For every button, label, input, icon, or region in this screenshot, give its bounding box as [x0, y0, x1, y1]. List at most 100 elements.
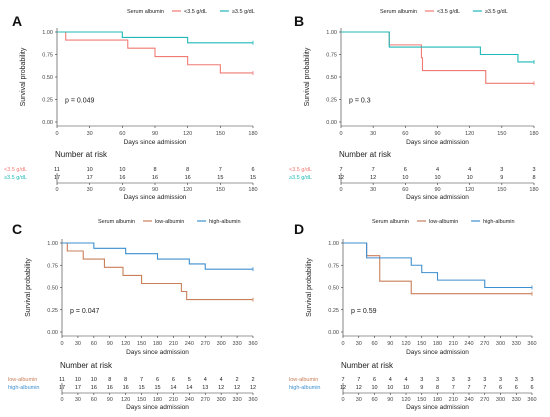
risk-count: 3: [500, 167, 503, 173]
risk-row-label: high-albumin: [8, 385, 40, 391]
risk-count: 16: [185, 175, 191, 181]
x-tick-label: 30: [356, 341, 362, 347]
x-tick-label: 150: [417, 341, 426, 347]
x-tick-label: 300: [217, 341, 226, 347]
risk-table-title: Number at risk: [341, 361, 394, 370]
legend-entry: low-albumin: [155, 219, 184, 225]
risk-x-tick-label: 30: [356, 397, 362, 403]
risk-x-tick-label: 30: [87, 187, 93, 193]
risk-count: 10: [403, 385, 409, 391]
risk-x-tick-label: 0: [60, 397, 63, 403]
risk-row-label: low-albumin: [289, 377, 318, 383]
x-tick-label: 360: [248, 341, 257, 347]
risk-x-tick-label: 90: [107, 397, 113, 403]
survival-curve-low: [343, 242, 532, 295]
panel-label: C: [12, 221, 22, 237]
y-tick-label: 0.00: [328, 330, 339, 336]
risk-count: 3: [532, 167, 535, 173]
risk-count: 3: [483, 377, 486, 383]
risk-x-tick-label: 180: [529, 187, 538, 193]
risk-count: 8: [532, 175, 535, 181]
x-tick-label: 180: [248, 131, 257, 137]
x-axis-label: Days since admission: [126, 349, 189, 356]
survival-curve-high: [57, 31, 253, 44]
x-tick-label: 120: [401, 341, 410, 347]
risk-count: 10: [434, 175, 440, 181]
survival-curve-high: [341, 31, 534, 63]
risk-count: 8: [436, 385, 439, 391]
risk-count: 10: [402, 175, 408, 181]
panel-label: D: [294, 221, 304, 237]
risk-count: 14: [170, 385, 176, 391]
risk-x-tick-label: 120: [183, 187, 192, 193]
legend-title: Serum albumin: [380, 9, 417, 15]
risk-count: 3: [515, 377, 518, 383]
risk-x-tick-label: 330: [232, 397, 241, 403]
x-tick-label: 270: [480, 341, 489, 347]
panel-B: B Serum albumin <3.5 g/dL ≥3.5 g/dL Survival…: [289, 9, 539, 201]
risk-x-tick-label: 0: [341, 397, 344, 403]
risk-row-label: ≥3.5 g/dL: [289, 175, 312, 181]
risk-count: 11: [59, 377, 65, 383]
risk-count: 2: [251, 377, 254, 383]
x-tick-label: 180: [433, 341, 442, 347]
risk-count: 12: [234, 385, 240, 391]
risk-count: 6: [251, 167, 254, 173]
x-tick-label: 60: [371, 341, 377, 347]
x-tick-label: 60: [119, 131, 125, 137]
risk-count: 3: [436, 377, 439, 383]
risk-x-tick-label: 0: [55, 187, 58, 193]
risk-count: 6: [172, 377, 175, 383]
x-tick-label: 180: [529, 131, 538, 137]
risk-count: 8: [186, 167, 189, 173]
x-tick-label: 60: [91, 341, 97, 347]
y-tick-label: 0.75: [47, 263, 58, 269]
survival-curve-low: [57, 31, 253, 74]
risk-count: 9: [420, 385, 423, 391]
risk-count: 4: [404, 377, 407, 383]
risk-x-tick-label: 180: [153, 397, 162, 403]
risk-x-tick-label: 60: [371, 397, 377, 403]
risk-row-label: <3.5 g/dL: [4, 167, 27, 173]
x-tick-label: 210: [169, 341, 178, 347]
risk-x-tick-label: 60: [91, 397, 97, 403]
risk-count: 14: [186, 385, 192, 391]
x-tick-label: 360: [527, 341, 536, 347]
risk-count: 4: [220, 377, 223, 383]
risk-x-axis-label: Days since admission: [124, 194, 187, 201]
risk-x-tick-label: 0: [339, 187, 342, 193]
risk-count: 15: [217, 175, 223, 181]
risk-count: 4: [436, 167, 439, 173]
x-axis-label: Days since admission: [124, 139, 187, 146]
y-axis-label: Survival probability: [25, 258, 32, 317]
legend-entry: <3.5 g/dL: [184, 9, 207, 15]
x-tick-label: 120: [183, 131, 192, 137]
x-tick-label: 120: [465, 131, 474, 137]
risk-row-label: low-albumin: [8, 377, 37, 383]
x-tick-label: 90: [387, 341, 393, 347]
survival-curve-low: [62, 242, 253, 301]
risk-table-title: Number at risk: [60, 361, 113, 370]
x-tick-label: 0: [339, 131, 342, 137]
risk-count: 7: [341, 377, 344, 383]
risk-table-title: Number at risk: [55, 150, 108, 159]
y-tick-label: 0.25: [47, 308, 58, 314]
risk-count: 15: [250, 175, 256, 181]
risk-count: 17: [75, 385, 81, 391]
x-tick-label: 0: [341, 341, 344, 347]
risk-count: 16: [123, 385, 129, 391]
y-tick-label: 0.50: [42, 75, 53, 81]
legend-entry: <3.5 g/dL: [437, 9, 460, 15]
p-value: p = 0.59: [351, 308, 377, 315]
risk-count: 16: [107, 385, 113, 391]
x-tick-label: 240: [185, 341, 194, 347]
risk-x-tick-label: 300: [217, 397, 226, 403]
x-tick-label: 30: [370, 131, 376, 137]
panel-label: A: [12, 13, 22, 29]
x-axis-label: Days since admission: [406, 139, 469, 146]
risk-count: 10: [119, 167, 125, 173]
risk-count: 10: [91, 377, 97, 383]
risk-count: 4: [204, 377, 207, 383]
risk-count: 12: [370, 175, 376, 181]
